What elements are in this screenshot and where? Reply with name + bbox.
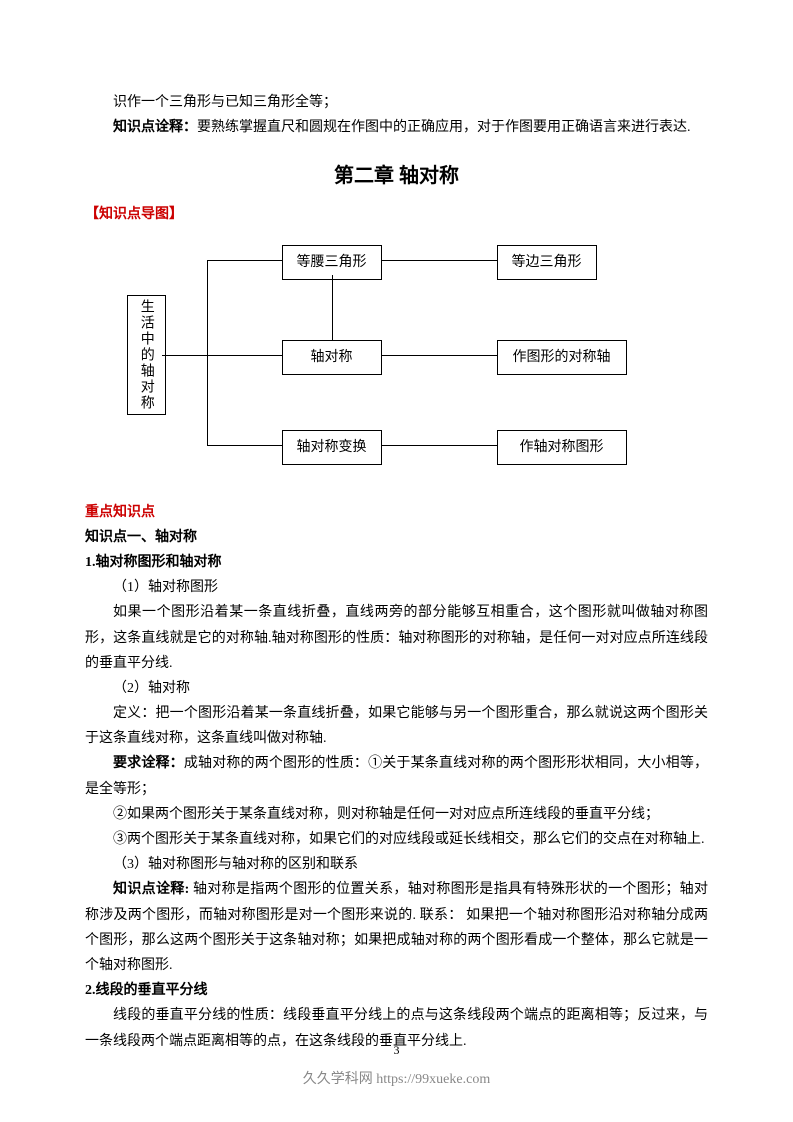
intro-line-1: 识作一个三角形与已知三角形全等；: [85, 90, 708, 115]
page-content: 识作一个三角形与已知三角形全等； 知识点诠释：要熟练掌握直尺和圆规在作图中的正确…: [0, 0, 793, 1094]
node-axial: 轴对称: [282, 340, 382, 375]
intro-line-2: 知识点诠释：要熟练掌握直尺和圆规在作图中的正确应用，对于作图要用正确语言来进行表…: [85, 115, 708, 140]
knowledge-map-diagram: 生活中的轴对称 等腰三角形 等边三角形 轴对称 作图形的对称轴 轴对称变换 作轴…: [127, 240, 667, 470]
node-draw-figure: 作轴对称图形: [497, 430, 627, 465]
line: [382, 445, 497, 447]
line: [207, 260, 209, 445]
chapter-title: 第二章 轴对称: [85, 158, 708, 194]
intro-body: 要熟练掌握直尺和圆规在作图中的正确应用，对于作图要用正确语言来进行表达.: [197, 120, 691, 135]
watermark: 久久学科网 https://99xueke.com: [0, 1067, 793, 1092]
node-transform: 轴对称变换: [282, 430, 382, 465]
s2-title: 2.线段的垂直平分线: [85, 978, 708, 1003]
p13: （2）轴对称: [85, 676, 708, 701]
line: [162, 355, 207, 357]
line: [207, 445, 282, 447]
node-root: 生活中的轴对称: [127, 295, 166, 415]
section-map-label: 【知识点导图】: [85, 202, 708, 227]
line: [207, 355, 282, 357]
kp1-title: 知识点一、轴对称: [85, 525, 708, 550]
p15: 要求诠释：成轴对称的两个图形的性质：①关于某条直线对称的两个图形形状相同，大小相…: [85, 751, 708, 801]
p16: ②如果两个图形关于某条直线对称，则对称轴是任何一对对应点所连线段的垂直平分线；: [85, 802, 708, 827]
keypoints-heading: 重点知识点: [85, 500, 708, 525]
intro-label: 知识点诠释：: [113, 120, 197, 135]
s1-title: 1.轴对称图形和轴对称: [85, 550, 708, 575]
p15-label: 要求诠释：: [113, 756, 184, 771]
line: [332, 275, 334, 340]
page-number: 3: [0, 1040, 793, 1062]
node-draw-axis: 作图形的对称轴: [497, 340, 627, 375]
line: [382, 260, 497, 262]
line: [207, 260, 282, 262]
p18: （3）轴对称图形与轴对称的区别和联系: [85, 852, 708, 877]
p12: 如果一个图形沿着某一条直线折叠，直线两旁的部分能够互相重合，这个图形就叫做轴对称…: [85, 600, 708, 676]
line: [382, 355, 497, 357]
node-equilateral: 等边三角形: [497, 245, 597, 280]
p19-label: 知识点诠释:: [113, 882, 189, 897]
p19: 知识点诠释: 轴对称是指两个图形的位置关系，轴对称图形是指具有特殊形状的一个图形…: [85, 877, 708, 978]
p14: 定义：把一个图形沿着某一条直线折叠，如果它能够与另一个图形重合，那么就说这两个图…: [85, 701, 708, 751]
p11: （1）轴对称图形: [85, 575, 708, 600]
p17: ③两个图形关于某条直线对称，如果它们的对应线段或延长线相交，那么它们的交点在对称…: [85, 827, 708, 852]
